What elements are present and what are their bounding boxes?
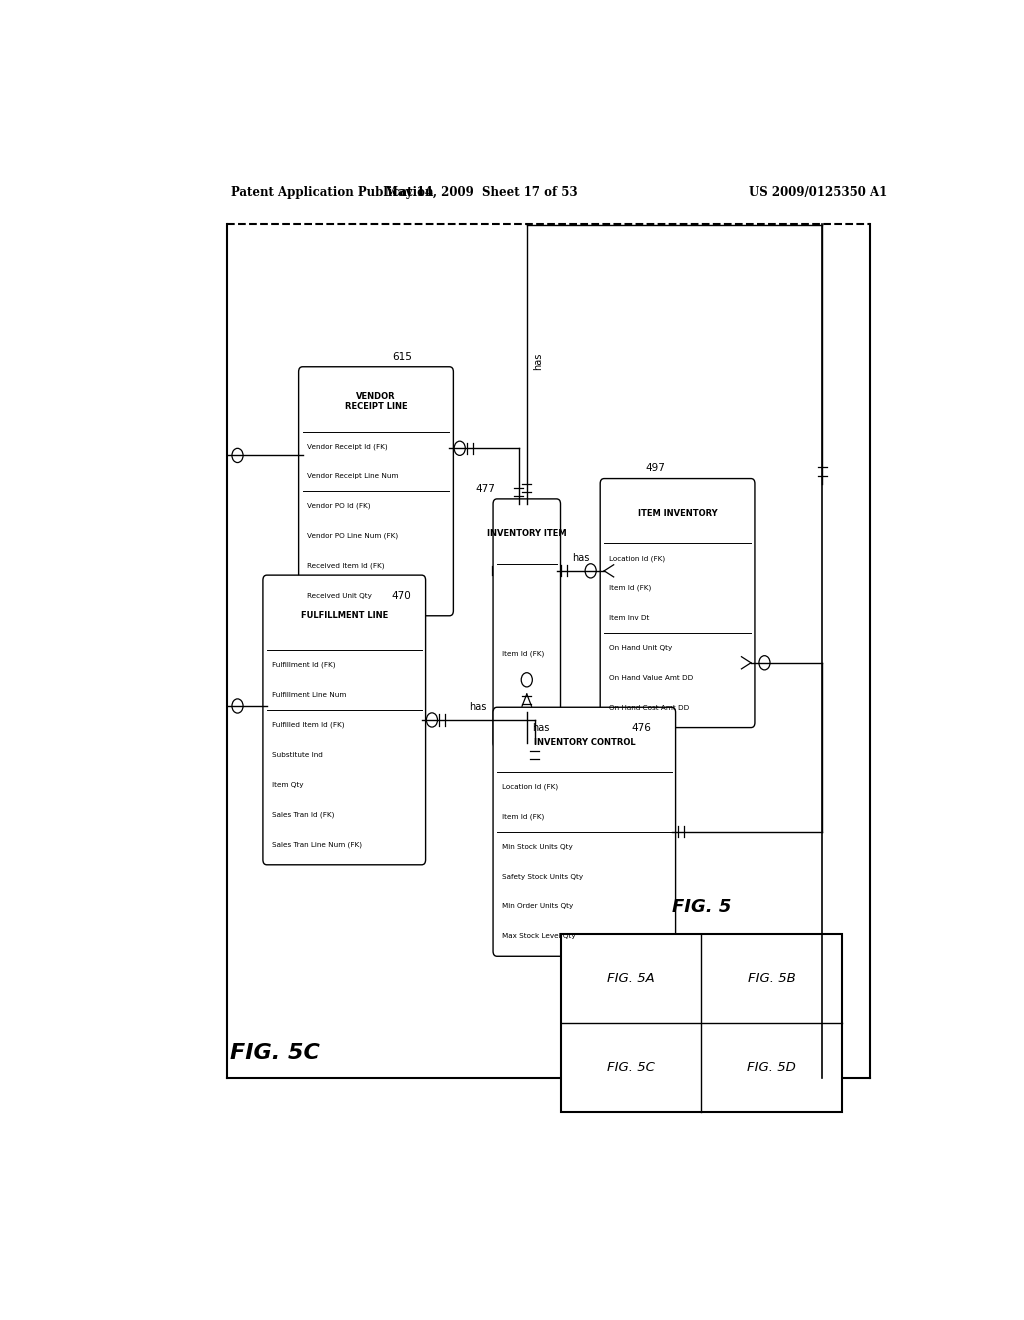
Text: 497: 497 xyxy=(646,463,666,474)
Text: Item Id (FK): Item Id (FK) xyxy=(609,585,651,591)
Text: On Hand Value Amt DD: On Hand Value Amt DD xyxy=(609,675,693,681)
Text: Min Stock Units Qty: Min Stock Units Qty xyxy=(502,843,572,850)
FancyBboxPatch shape xyxy=(299,367,454,615)
Text: FIG. 5A: FIG. 5A xyxy=(607,972,654,985)
Text: Fulfillment Line Num: Fulfillment Line Num xyxy=(271,692,346,698)
Text: Location Id (FK): Location Id (FK) xyxy=(609,554,665,561)
Text: Substitute Ind: Substitute Ind xyxy=(271,752,323,758)
Text: FULFILLMENT LINE: FULFILLMENT LINE xyxy=(301,611,388,619)
Text: ITEM INVENTORY: ITEM INVENTORY xyxy=(638,510,718,517)
Text: has: has xyxy=(571,553,589,562)
Text: On Hand Unit Qty: On Hand Unit Qty xyxy=(609,645,672,651)
FancyBboxPatch shape xyxy=(494,708,676,956)
Text: Fulfillment Id (FK): Fulfillment Id (FK) xyxy=(271,661,335,668)
Text: Location Id (FK): Location Id (FK) xyxy=(502,784,558,791)
Text: Vendor PO Line Num (FK): Vendor PO Line Num (FK) xyxy=(307,533,398,540)
Text: Vendor PO Id (FK): Vendor PO Id (FK) xyxy=(307,503,371,510)
FancyBboxPatch shape xyxy=(494,499,560,748)
Text: Sales Tran Id (FK): Sales Tran Id (FK) xyxy=(271,812,334,818)
Text: Min Order Units Qty: Min Order Units Qty xyxy=(502,903,573,909)
Text: INVENTORY ITEM: INVENTORY ITEM xyxy=(487,529,566,539)
Text: Received Item Id (FK): Received Item Id (FK) xyxy=(307,562,385,569)
Text: Vendor Receipt Id (FK): Vendor Receipt Id (FK) xyxy=(307,444,388,450)
Text: Received Unit Qty: Received Unit Qty xyxy=(307,593,373,599)
Text: Max Stock Level Qty: Max Stock Level Qty xyxy=(502,933,575,940)
Text: May 14, 2009  Sheet 17 of 53: May 14, 2009 Sheet 17 of 53 xyxy=(385,186,578,199)
Text: 477: 477 xyxy=(475,484,495,494)
Text: VENDOR
RECEIPT LINE: VENDOR RECEIPT LINE xyxy=(345,392,408,412)
Text: Item Id (FK): Item Id (FK) xyxy=(502,813,544,820)
Text: Item Inv Dt: Item Inv Dt xyxy=(609,615,649,620)
Text: FIG. 5C: FIG. 5C xyxy=(229,1043,319,1063)
Text: has: has xyxy=(532,722,550,733)
Text: FIG. 5D: FIG. 5D xyxy=(748,1061,797,1073)
Text: Safety Stock Units Qty: Safety Stock Units Qty xyxy=(502,874,583,879)
Text: FIG. 5C: FIG. 5C xyxy=(607,1061,655,1073)
Text: has: has xyxy=(534,352,543,371)
Text: Patent Application Publication: Patent Application Publication xyxy=(231,186,434,199)
Text: Fulfilled Item Id (FK): Fulfilled Item Id (FK) xyxy=(271,722,344,729)
Text: FIG. 5B: FIG. 5B xyxy=(748,972,796,985)
FancyBboxPatch shape xyxy=(600,479,755,727)
Text: 470: 470 xyxy=(392,590,412,601)
Text: Item Qty: Item Qty xyxy=(271,781,303,788)
Text: Sales Tran Line Num (FK): Sales Tran Line Num (FK) xyxy=(271,841,361,847)
FancyBboxPatch shape xyxy=(263,576,426,865)
Text: 476: 476 xyxy=(632,722,652,733)
Bar xyxy=(560,935,842,1111)
Text: Item Id (FK): Item Id (FK) xyxy=(502,649,544,656)
Text: has: has xyxy=(469,702,486,711)
Text: On Hand Cost Amt DD: On Hand Cost Amt DD xyxy=(609,705,689,710)
Text: INVENTORY CONTROL: INVENTORY CONTROL xyxy=(534,738,635,747)
Text: 615: 615 xyxy=(392,351,412,362)
Text: US 2009/0125350 A1: US 2009/0125350 A1 xyxy=(750,186,888,199)
Text: FIG. 5: FIG. 5 xyxy=(672,898,731,916)
Text: Vendor Receipt Line Num: Vendor Receipt Line Num xyxy=(307,474,399,479)
